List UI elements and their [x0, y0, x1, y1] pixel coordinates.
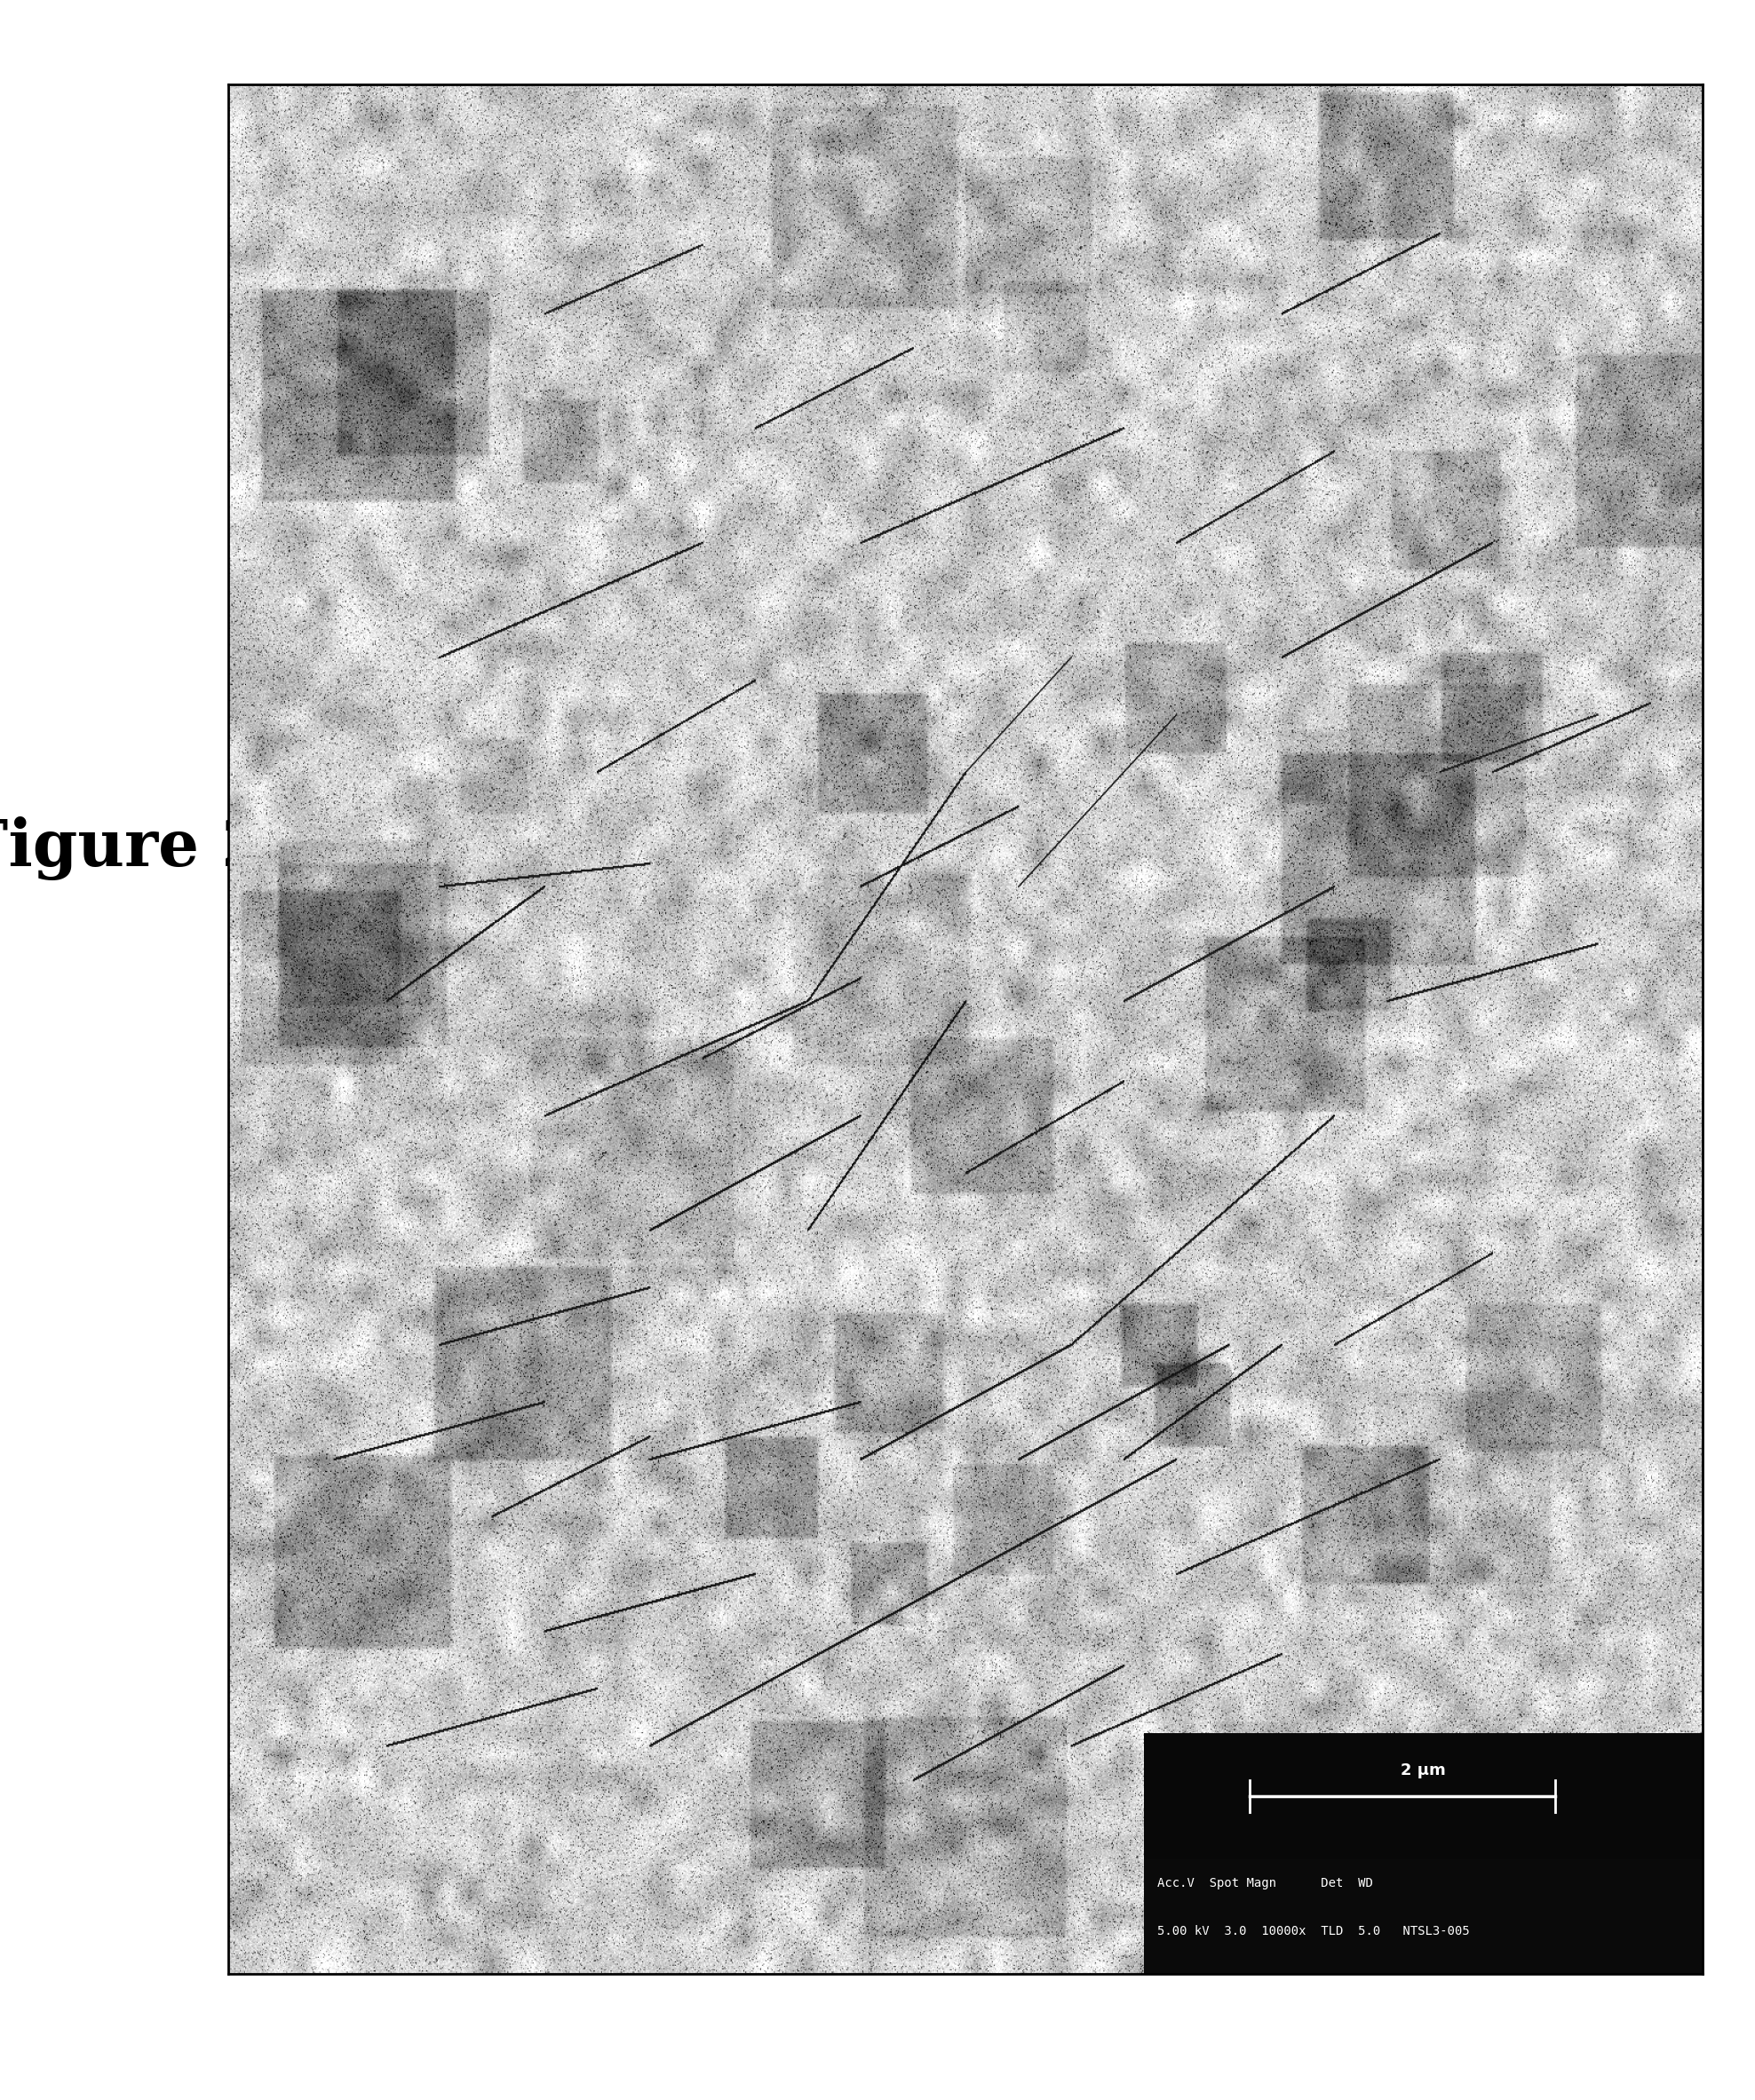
Bar [1144, 1732, 1702, 1858]
Bar [1144, 1732, 1702, 1974]
Text: Acc.V  Spot Magn      Det  WD: Acc.V Spot Magn Det WD [1157, 1877, 1372, 1890]
Text: 2 μm: 2 μm [1400, 1762, 1446, 1779]
Text: 5.00 kV  3.0  10000x  TLD  5.0   NTSL3-005: 5.00 kV 3.0 10000x TLD 5.0 NTSL3-005 [1157, 1926, 1469, 1936]
Text: Figure 2: Figure 2 [0, 817, 265, 880]
